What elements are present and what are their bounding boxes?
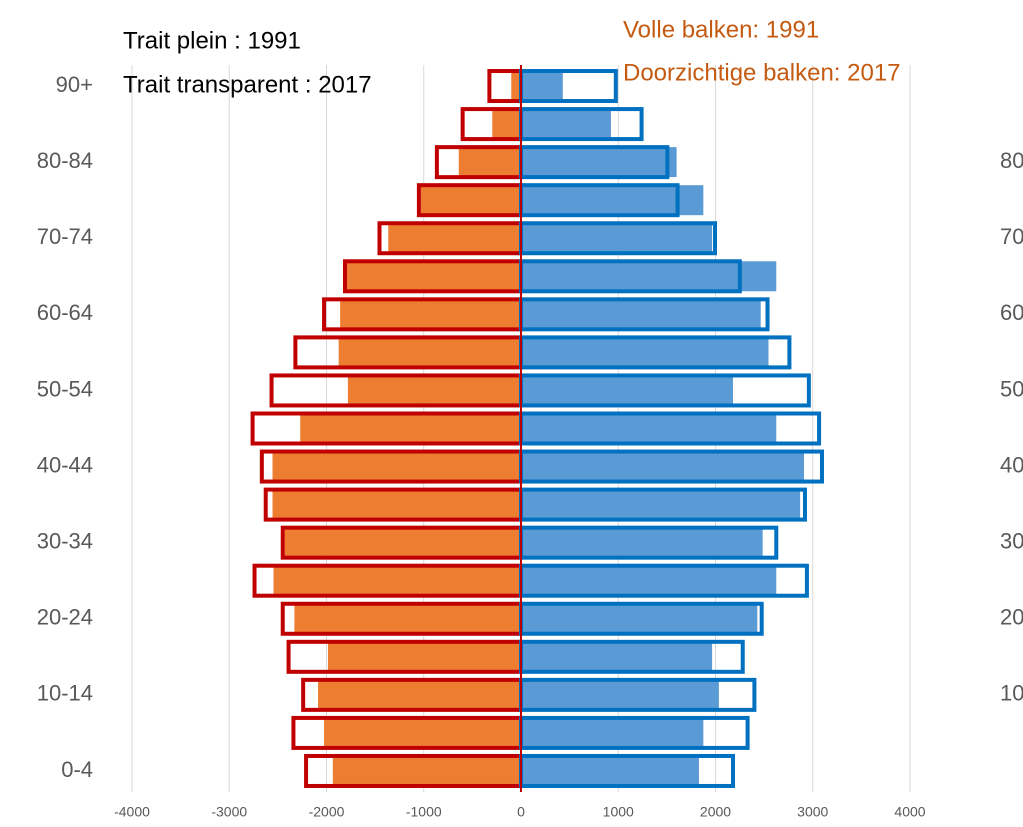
x-tick-label: -1000 — [406, 804, 442, 820]
bar — [521, 565, 777, 596]
bar — [521, 147, 677, 178]
x-tick-label: -2000 — [309, 804, 345, 820]
bar — [521, 527, 763, 558]
bar — [521, 489, 801, 520]
y-tick-label: 90+ — [56, 72, 93, 97]
y-tick-label: 80-84 — [37, 148, 93, 173]
y-tick-label: 50-54 — [37, 376, 93, 401]
y-tick-label: 40-44 — [37, 452, 93, 477]
y-tick-label-right: 10-14 — [1000, 681, 1023, 706]
bar — [332, 755, 521, 786]
bar — [347, 375, 521, 406]
y-tick-label-right: 20-24 — [1000, 605, 1023, 630]
y-tick-label-right: 60-64 — [1000, 300, 1023, 325]
bar — [521, 261, 777, 292]
x-tick-label: 2000 — [700, 804, 731, 820]
bar — [324, 717, 521, 748]
y-tick-label-right: 40-44 — [1000, 452, 1023, 477]
bar — [420, 185, 521, 216]
x-tick-label: 1000 — [603, 804, 634, 820]
y-tick-label: 30-34 — [37, 528, 93, 553]
bar — [521, 603, 758, 634]
bar — [521, 641, 713, 672]
bar — [521, 299, 761, 330]
bar — [492, 109, 521, 140]
bar — [521, 109, 611, 140]
bar — [521, 337, 769, 368]
bar — [521, 679, 719, 710]
bar — [521, 755, 699, 786]
bar — [521, 185, 704, 216]
x-tick-label: -4000 — [114, 804, 150, 820]
bar — [284, 527, 521, 558]
bar — [521, 451, 804, 482]
y-tick-label: 70-74 — [37, 224, 93, 249]
y-tick-label: 0-4 — [61, 757, 93, 782]
bar — [345, 261, 521, 292]
bar — [521, 717, 704, 748]
bar — [272, 489, 521, 520]
bar — [340, 299, 521, 330]
bar — [338, 337, 521, 368]
annotation: Doorzichtige balken: 2017 — [623, 59, 901, 86]
bar — [521, 223, 713, 254]
y-tick-label: 10-14 — [37, 681, 93, 706]
x-tick-label: -3000 — [211, 804, 247, 820]
bar — [318, 679, 521, 710]
y-tick-label-right: 30-34 — [1000, 528, 1023, 553]
bar — [300, 413, 521, 444]
y-tick-label: 20-24 — [37, 605, 93, 630]
bar — [388, 223, 521, 254]
y-tick-label: 60-64 — [37, 300, 93, 325]
bar — [521, 375, 734, 406]
bar — [273, 565, 521, 596]
bar — [521, 71, 563, 102]
bar — [327, 641, 521, 672]
x-tick-label: 3000 — [797, 804, 828, 820]
x-tick-label: 0 — [517, 804, 525, 820]
y-tick-label-right: 70-74 — [1000, 224, 1023, 249]
y-tick-label-right: 80-84 — [1000, 148, 1023, 173]
bar — [272, 451, 521, 482]
annotation: Volle balken: 1991 — [623, 16, 819, 43]
annotation: Trait transparent : 2017 — [123, 71, 372, 98]
bar — [458, 147, 521, 178]
annotation: Trait plein : 1991 — [123, 27, 301, 54]
y-tick-label-right: 50-54 — [1000, 376, 1023, 401]
x-tick-label: 4000 — [894, 804, 925, 820]
bar — [511, 71, 521, 102]
bar — [521, 413, 777, 444]
bar — [294, 603, 521, 634]
